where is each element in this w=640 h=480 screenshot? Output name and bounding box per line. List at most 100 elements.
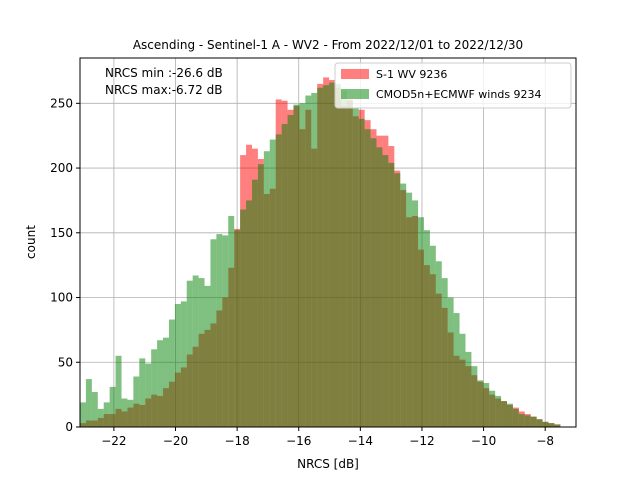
x-tick-label: −20 (163, 434, 188, 448)
cmod-bar (323, 85, 330, 427)
annotation-nrcs-min: NRCS min :-26.6 dB (105, 66, 223, 80)
y-axis-label: count (24, 225, 38, 259)
cmod-bar (174, 304, 181, 427)
x-tick-label: −14 (348, 434, 373, 448)
cmod-bar (394, 173, 401, 427)
cmod-bar (340, 90, 347, 428)
cmod-bar (198, 278, 205, 427)
x-tick-label: −12 (409, 434, 434, 448)
cmod-bar (287, 114, 294, 428)
cmod-bar (501, 401, 507, 427)
cmod-bar (423, 230, 430, 427)
plot-frame (79, 57, 577, 428)
cmod-bar (180, 301, 187, 427)
cmod-bar (210, 239, 217, 427)
cmod-bar (352, 108, 359, 427)
cmod-bar (127, 399, 134, 427)
cmod-bar (133, 376, 140, 427)
cmod-bar (80, 402, 86, 427)
cmod-bar (370, 138, 377, 427)
cmod-bar (251, 179, 258, 427)
cmod-bar (346, 100, 353, 427)
legend-frame (334, 62, 572, 109)
x-tick-label: −22 (101, 434, 126, 448)
cmod-bar (483, 382, 490, 427)
cmod-bar (216, 234, 223, 427)
legend-label-cmod: CMOD5n+ECMWF winds 9234 (376, 88, 542, 101)
cmod-bar (163, 337, 169, 427)
cmod-bar (453, 313, 460, 427)
cmod-bar (317, 87, 324, 428)
cmod-bar (530, 416, 537, 427)
cmod-bar (257, 164, 264, 427)
legend-swatch-s1 (341, 69, 369, 79)
cmod-bar (489, 390, 496, 427)
cmod-bar (435, 261, 442, 427)
cmod-bar (412, 200, 419, 427)
y-tick-label: 0 (65, 420, 73, 434)
cmod-bar (376, 147, 383, 427)
y-tick-label: 150 (50, 226, 73, 240)
cmod-bar (382, 155, 389, 427)
cmod-bar (85, 379, 92, 427)
cmod-bar (115, 355, 122, 427)
x-tick-label: −8 (536, 434, 554, 448)
cmod-bar (548, 423, 555, 427)
cmod-bar (121, 398, 128, 427)
cmod-bar (204, 285, 211, 427)
cmod-bar (293, 104, 300, 427)
cmod-bar (263, 151, 270, 427)
cmod-bar (406, 192, 413, 427)
cmod-bar (512, 408, 519, 427)
chart-title: Ascending - Sentinel-1 A - WV2 - From 20… (133, 38, 523, 52)
cmod-bar (418, 217, 424, 427)
cmod-bar (524, 415, 531, 427)
cmod-bar (400, 183, 407, 427)
cmod-bar (329, 82, 336, 427)
cmod-bar (465, 351, 472, 427)
x-tick-label: −10 (471, 434, 496, 448)
cmod-bar (269, 139, 276, 427)
cmod-bar (477, 380, 484, 427)
cmod-bar (192, 275, 199, 427)
cmod-bar (281, 124, 288, 427)
cmod-bar (441, 278, 448, 427)
cmod-bar (429, 245, 436, 427)
cmod-bar (139, 358, 146, 427)
x-tick-label: −16 (286, 434, 311, 448)
cmod-bar (246, 200, 252, 427)
y-tick-label: 250 (50, 96, 73, 110)
x-tick-label: −18 (224, 434, 249, 448)
cmod-bar (145, 363, 152, 427)
cmod-bar (228, 215, 235, 427)
cmod-bar (358, 118, 365, 427)
cmod-bar (305, 95, 312, 428)
cmod-bar (103, 402, 110, 427)
cmod-bar (109, 386, 116, 427)
x-axis-ticks: −22 −20 −18 −16 −14 −12 −10 −8 (101, 427, 554, 448)
cmod-bar (364, 129, 371, 428)
cmod-bar (311, 92, 318, 428)
cmod-bar (459, 333, 466, 427)
cmod-bar (275, 134, 282, 428)
cmod-bar (495, 395, 502, 427)
cmod-bar (471, 366, 478, 427)
cmod-bar (97, 408, 104, 427)
cmod-bar (299, 103, 306, 427)
cmod-bar (447, 297, 454, 427)
legend-swatch-cmod (341, 89, 369, 99)
cmod-bar (222, 235, 229, 427)
cmod-bar (168, 319, 175, 427)
cmod-bar (234, 230, 241, 427)
x-axis-label: NRCS [dB] (297, 457, 359, 471)
cmod-bar (157, 340, 164, 427)
y-tick-label: 200 (50, 161, 73, 175)
cmod-bar (542, 421, 549, 427)
legend: S-1 WV 9236 CMOD5n+ECMWF winds 9234 (334, 62, 572, 109)
cmod-bar (151, 349, 158, 427)
cmod-bar (506, 403, 513, 427)
annotation-nrcs-max: NRCS max:-6.72 dB (105, 83, 222, 97)
cmod-bar (554, 424, 561, 427)
y-axis-ticks: 0 50 100 150 200 250 (50, 96, 80, 434)
